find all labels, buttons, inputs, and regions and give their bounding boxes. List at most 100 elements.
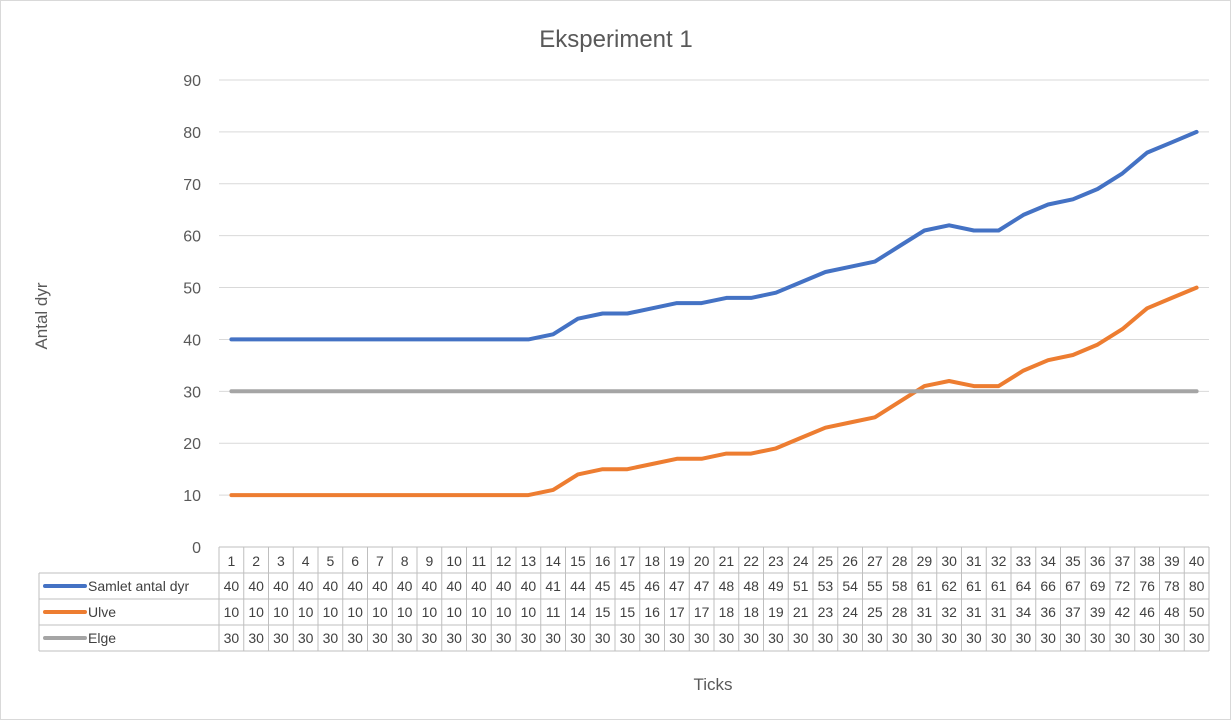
data-label: 30	[1090, 630, 1106, 646]
data-label: 30	[1164, 630, 1180, 646]
data-label: 61	[991, 578, 1007, 594]
data-label: 58	[892, 578, 908, 594]
data-label: 36	[1040, 604, 1056, 620]
data-label: 30	[298, 630, 314, 646]
x-tick-label: 12	[496, 553, 512, 569]
data-label: 30	[694, 630, 710, 646]
data-label: 30	[743, 630, 759, 646]
chart-title: Eksperiment 1	[539, 26, 692, 53]
data-label: 69	[1090, 578, 1106, 594]
x-tick-label: 10	[446, 553, 462, 569]
data-label: 30	[595, 630, 611, 646]
series-line-1	[229, 129, 1199, 342]
data-label: 76	[1139, 578, 1155, 594]
data-label: 30	[521, 630, 537, 646]
x-tick-label: 9	[425, 553, 433, 569]
x-tick-label: 34	[1040, 553, 1056, 569]
data-label: 47	[669, 578, 685, 594]
data-label: 40	[521, 578, 537, 594]
data-label: 30	[323, 630, 339, 646]
data-label: 44	[570, 578, 586, 594]
x-tick-label: 40	[1189, 553, 1205, 569]
data-label: 61	[917, 578, 933, 594]
data-label: 30	[768, 630, 784, 646]
y-tick-label: 40	[183, 332, 201, 349]
x-tick-label: 27	[867, 553, 883, 569]
data-label: 10	[298, 604, 314, 620]
data-label: 15	[620, 604, 636, 620]
x-tick-label: 31	[966, 553, 982, 569]
data-label: 64	[1016, 578, 1032, 594]
data-label: 30	[570, 630, 586, 646]
data-label: 10	[372, 604, 388, 620]
data-label: 46	[644, 578, 660, 594]
data-label: 30	[620, 630, 636, 646]
data-label: 32	[941, 604, 957, 620]
x-axis-title: Ticks	[693, 675, 732, 694]
x-tick-label: 29	[917, 553, 933, 569]
data-label: 40	[496, 578, 512, 594]
x-tick-label: 1	[227, 553, 235, 569]
data-label: 42	[1115, 604, 1131, 620]
x-tick-label: 22	[743, 553, 759, 569]
data-label: 28	[892, 604, 908, 620]
data-label: 40	[273, 578, 289, 594]
data-label: 30	[892, 630, 908, 646]
data-label: 23	[818, 604, 834, 620]
data-label: 30	[991, 630, 1007, 646]
x-tick-label: 36	[1090, 553, 1106, 569]
x-tick-label: 4	[302, 553, 310, 569]
data-label: 10	[248, 604, 264, 620]
data-label: 61	[966, 578, 982, 594]
data-label: 30	[1115, 630, 1131, 646]
x-tick-label: 14	[545, 553, 561, 569]
data-label: 30	[1040, 630, 1056, 646]
data-label: 40	[347, 578, 363, 594]
y-tick-label: 90	[183, 73, 201, 90]
data-label: 48	[719, 578, 735, 594]
data-label: 30	[1139, 630, 1155, 646]
data-label: 30	[1016, 630, 1032, 646]
x-tick-label: 35	[1065, 553, 1081, 569]
data-label: 31	[917, 604, 933, 620]
data-label: 47	[694, 578, 710, 594]
data-label: 10	[397, 604, 413, 620]
data-label: 50	[1189, 604, 1205, 620]
data-label: 54	[842, 578, 858, 594]
data-label: 24	[842, 604, 858, 620]
y-tick-label: 50	[183, 281, 201, 298]
x-tick-label: 26	[842, 553, 858, 569]
x-tick-label: 25	[818, 553, 834, 569]
x-tick-label: 30	[941, 553, 957, 569]
data-label: 78	[1164, 578, 1180, 594]
data-label: 16	[644, 604, 660, 620]
data-label: 48	[743, 578, 759, 594]
data-label: 40	[224, 578, 240, 594]
data-label: 40	[248, 578, 264, 594]
data-label: 30	[273, 630, 289, 646]
data-label: 30	[372, 630, 388, 646]
x-tick-label: 16	[595, 553, 611, 569]
data-label: 30	[446, 630, 462, 646]
data-label: 40	[422, 578, 438, 594]
data-label: 18	[743, 604, 759, 620]
data-label: 46	[1139, 604, 1155, 620]
data-label: 40	[397, 578, 413, 594]
data-label: 10	[224, 604, 240, 620]
y-tick-label: 70	[183, 177, 201, 194]
data-label: 40	[298, 578, 314, 594]
data-label: 30	[347, 630, 363, 646]
x-tick-label: 7	[376, 553, 384, 569]
data-label: 41	[545, 578, 561, 594]
series-line-2	[229, 285, 1199, 498]
gridlines	[219, 79, 1209, 496]
data-label: 55	[867, 578, 883, 594]
data-label: 49	[768, 578, 784, 594]
x-tick-label: 11	[472, 553, 487, 569]
data-label: 30	[917, 630, 933, 646]
x-tick-label: 3	[277, 553, 285, 569]
x-tick-label: 8	[401, 553, 409, 569]
data-label: 30	[669, 630, 685, 646]
data-label: 18	[719, 604, 735, 620]
